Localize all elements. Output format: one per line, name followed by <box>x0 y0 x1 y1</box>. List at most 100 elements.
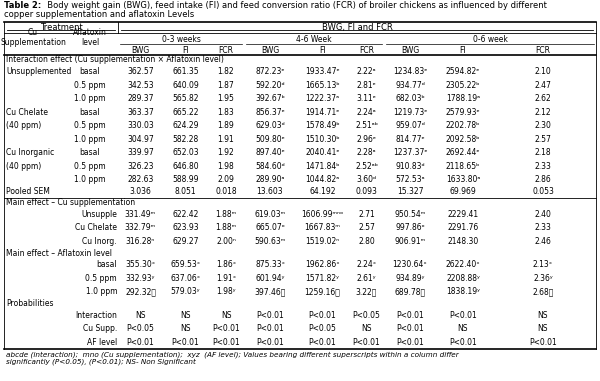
Text: 1914.71ᵉ: 1914.71ᵉ <box>305 108 340 117</box>
Text: 304.97: 304.97 <box>127 135 154 144</box>
Text: 8.051: 8.051 <box>175 187 196 197</box>
Text: 1.95: 1.95 <box>218 94 235 103</box>
Text: 3.036: 3.036 <box>130 187 151 197</box>
Text: FI: FI <box>182 46 189 55</box>
Text: 0.5 ppm: 0.5 ppm <box>74 121 106 130</box>
Text: NS: NS <box>180 324 191 333</box>
Text: 355.30ˣ: 355.30ˣ <box>125 260 155 269</box>
Text: 1933.47ᵉ: 1933.47ᵉ <box>305 67 340 76</box>
Text: 331.49ᵐ: 331.49ᵐ <box>125 210 156 219</box>
Text: 875.33ˣ: 875.33ˣ <box>255 260 285 269</box>
Text: P<0.01: P<0.01 <box>256 338 284 347</box>
Text: 665.07ᵒ: 665.07ᵒ <box>255 223 285 232</box>
Text: P<0.01: P<0.01 <box>256 311 284 320</box>
Text: Unsupple: Unsupple <box>81 210 117 219</box>
Text: 1.92: 1.92 <box>218 148 235 157</box>
Text: 1230.64ˣ: 1230.64ˣ <box>392 260 427 269</box>
Text: Treatment: Treatment <box>40 23 82 32</box>
Text: 2.24ˣ: 2.24ˣ <box>356 260 377 269</box>
Text: 2.12: 2.12 <box>535 108 551 117</box>
Text: 2.52ᵃᵇ: 2.52ᵃᵇ <box>355 162 378 171</box>
Text: 592.20ᵈ: 592.20ᵈ <box>255 81 285 90</box>
Text: Cu Inorganic: Cu Inorganic <box>6 148 54 157</box>
Text: 2291.76: 2291.76 <box>448 223 479 232</box>
Text: 2.80: 2.80 <box>358 237 375 246</box>
Text: 1667.83ᵐ: 1667.83ᵐ <box>305 223 341 232</box>
Text: 3.22ᵺ: 3.22ᵺ <box>356 287 377 296</box>
Text: 1.87: 1.87 <box>218 81 235 90</box>
Text: 0.093: 0.093 <box>356 187 377 197</box>
Text: 1237.37ᵉ: 1237.37ᵉ <box>393 148 427 157</box>
Text: P<0.01: P<0.01 <box>308 311 337 320</box>
Text: 2579.93ᵉ: 2579.93ᵉ <box>446 108 481 117</box>
Text: 1471.84ᵇ: 1471.84ᵇ <box>305 162 340 171</box>
Text: 565.82: 565.82 <box>172 94 199 103</box>
Text: 652.03: 652.03 <box>172 148 199 157</box>
Text: 2.62: 2.62 <box>535 94 551 103</box>
Text: FCR: FCR <box>536 46 551 55</box>
Text: 392.67ᵇ: 392.67ᵇ <box>255 94 285 103</box>
Text: P<0.05: P<0.05 <box>353 311 380 320</box>
Text: 339.97: 339.97 <box>127 148 154 157</box>
Text: 3.60ᵈ: 3.60ᵈ <box>356 175 377 184</box>
Text: 2.33: 2.33 <box>535 162 551 171</box>
Text: 282.63: 282.63 <box>127 175 154 184</box>
Text: 2.09: 2.09 <box>218 175 235 184</box>
Text: 2.22ᵃ: 2.22ᵃ <box>356 67 376 76</box>
Text: 2148.30: 2148.30 <box>448 237 479 246</box>
Text: 2118.65ᵇ: 2118.65ᵇ <box>446 162 480 171</box>
Text: 572.53ᵃ: 572.53ᵃ <box>395 175 425 184</box>
Text: 588.99: 588.99 <box>172 175 199 184</box>
Text: P<0.01: P<0.01 <box>308 338 337 347</box>
Text: P<0.01: P<0.01 <box>212 324 240 333</box>
Text: 2.57: 2.57 <box>535 135 551 144</box>
Text: Table 2:: Table 2: <box>4 1 41 10</box>
Text: 637.06ˣ: 637.06ˣ <box>170 274 200 283</box>
Text: 1510.30ᵇ: 1510.30ᵇ <box>305 135 340 144</box>
Text: 623.93: 623.93 <box>172 223 199 232</box>
Text: 2.10: 2.10 <box>535 67 551 76</box>
Text: 2.40: 2.40 <box>535 210 551 219</box>
Text: 4-6 Week: 4-6 Week <box>296 35 332 44</box>
Text: 3.11ᵉ: 3.11ᵉ <box>356 94 376 103</box>
Text: Unsupplemented: Unsupplemented <box>6 67 71 76</box>
Text: 2.51ᵃᵇ: 2.51ᵃᵇ <box>355 121 378 130</box>
Text: Body weight gain (BWG), feed intake (FI) and feed conversion ratio (FCR) of broi: Body weight gain (BWG), feed intake (FI)… <box>42 1 547 10</box>
Text: 1.86ˣ: 1.86ˣ <box>216 260 236 269</box>
Text: 289.90ᵃ: 289.90ᵃ <box>255 175 285 184</box>
Text: 1.0 ppm: 1.0 ppm <box>86 287 117 296</box>
Text: 665.22: 665.22 <box>172 108 199 117</box>
Text: BWG, FI and FCR: BWG, FI and FCR <box>322 23 392 32</box>
Text: NS: NS <box>221 311 231 320</box>
Text: 624.29: 624.29 <box>172 121 199 130</box>
Text: Main effect – Aflatoxin level: Main effect – Aflatoxin level <box>6 248 112 258</box>
Text: 1044.82ᵃ: 1044.82ᵃ <box>305 175 340 184</box>
Text: 682.03ᵇ: 682.03ᵇ <box>395 94 425 103</box>
Text: 2.71: 2.71 <box>358 210 375 219</box>
Text: P<0.01: P<0.01 <box>256 324 284 333</box>
Text: 2.24ᵃ: 2.24ᵃ <box>356 108 376 117</box>
Text: NS: NS <box>538 324 548 333</box>
Text: Cu
Supplementation: Cu Supplementation <box>0 28 66 47</box>
Text: 659.53ˣ: 659.53ˣ <box>170 260 200 269</box>
Text: basal: basal <box>80 148 100 157</box>
Text: 661.35: 661.35 <box>172 67 199 76</box>
Text: 1.98: 1.98 <box>218 162 235 171</box>
Text: 2092.58ᵇ: 2092.58ᵇ <box>446 135 480 144</box>
Text: Interaction: Interaction <box>75 311 117 320</box>
Text: 1.91ˣ: 1.91ˣ <box>216 274 236 283</box>
Text: 934.77ᵈ: 934.77ᵈ <box>395 81 425 90</box>
Text: P<0.01: P<0.01 <box>127 338 154 347</box>
Text: 2.30: 2.30 <box>535 121 551 130</box>
Text: P<0.01: P<0.01 <box>529 338 557 347</box>
Text: Main effect – Cu supplementation: Main effect – Cu supplementation <box>6 198 135 207</box>
Text: 397.46ᵺ: 397.46ᵺ <box>254 287 286 296</box>
Text: FI: FI <box>319 46 326 55</box>
Text: 629.27: 629.27 <box>172 237 199 246</box>
Text: 2040.41ᵉ: 2040.41ᵉ <box>305 148 340 157</box>
Text: 292.32ᵺ: 292.32ᵺ <box>125 287 156 296</box>
Text: 0.5 ppm: 0.5 ppm <box>85 274 117 283</box>
Text: 1606.99ᵐⁿᵒ: 1606.99ᵐⁿᵒ <box>301 210 344 219</box>
Text: P<0.05: P<0.05 <box>127 324 154 333</box>
Text: (40 ppm): (40 ppm) <box>6 121 41 130</box>
